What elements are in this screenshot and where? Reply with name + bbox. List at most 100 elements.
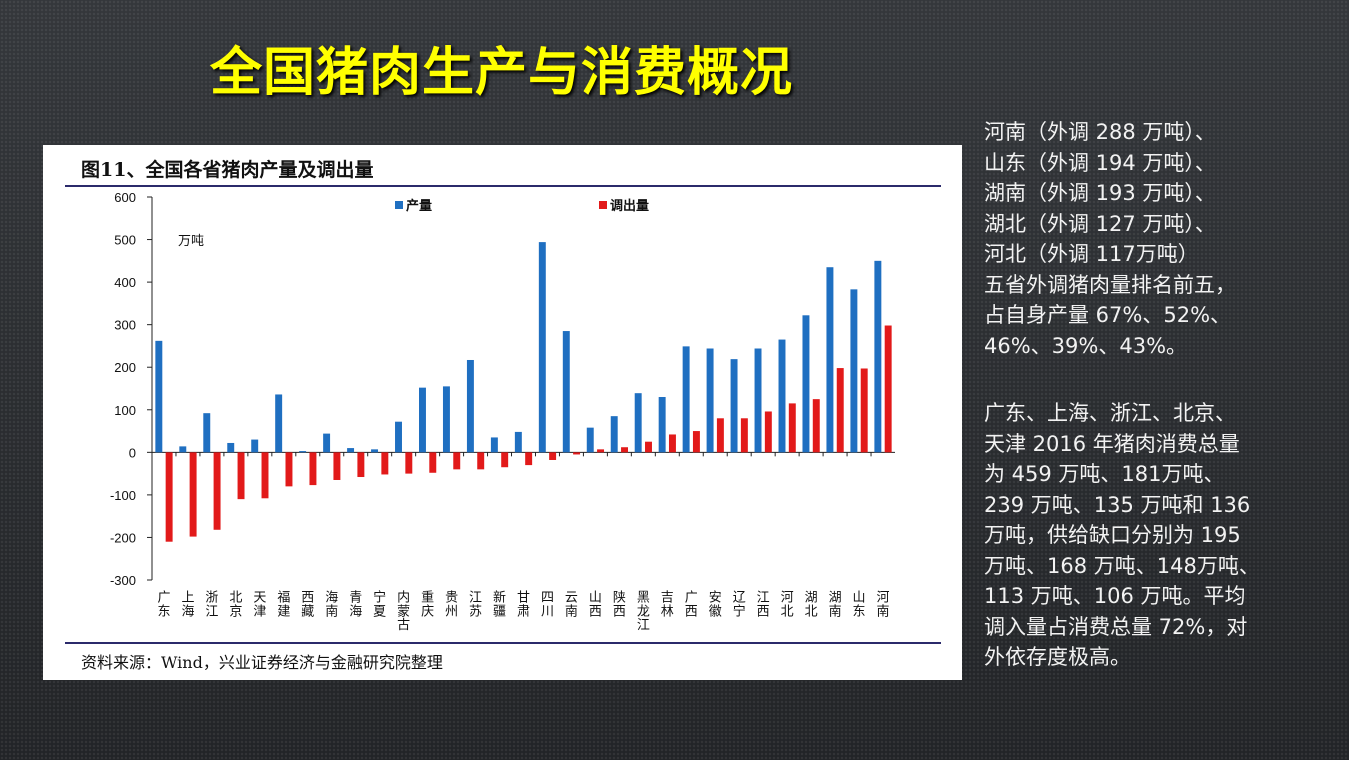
y-tick-label: 0	[129, 445, 136, 460]
x-tick-label: 湖北	[805, 591, 818, 620]
outflow-bar	[381, 452, 389, 475]
side-text-line: 113 万吨、106 万吨。平均	[984, 584, 1246, 608]
x-tick-label: 贵州	[445, 591, 458, 620]
outflow-bar	[812, 399, 820, 453]
x-tick-label: 内蒙古	[397, 590, 410, 633]
outflow-bar	[836, 368, 844, 453]
outflow-bar	[405, 452, 413, 474]
x-tick-label: 海南	[325, 591, 338, 620]
x-tick-label: 四川	[541, 591, 554, 620]
outflow-bar	[573, 452, 581, 455]
outflow-bar	[788, 403, 796, 453]
outflow-bar	[333, 452, 341, 480]
x-tick-label: 上海	[181, 591, 194, 620]
slide-title: 全国猪肉生产与消费概况	[210, 43, 794, 103]
side-text-line: 湖南（外调 193 万吨）、	[984, 181, 1216, 205]
y-tick-label: 400	[114, 275, 136, 290]
unit-label: 万吨	[178, 234, 204, 249]
side-text-line: 调入量占消费总量 72%，对	[984, 614, 1248, 639]
production-bar	[586, 427, 594, 453]
production-bar	[514, 431, 522, 453]
outflow-bar	[716, 418, 724, 453]
x-tick-label: 西藏	[301, 591, 314, 620]
chart-panel: 图11、全国各省猪肉产量及调出量 600 500 400 300 200 100 0 -100…	[43, 145, 962, 680]
y-tick-label: -300	[110, 573, 136, 588]
production-bar	[442, 386, 450, 453]
x-tick-label: 湖南	[829, 591, 842, 620]
outflow-bar	[740, 418, 748, 453]
side-text-line: 46%、39%、43%。	[984, 333, 1188, 358]
production-bar	[802, 315, 810, 453]
x-tick-label: 新疆	[493, 590, 506, 620]
outflow-bar	[764, 411, 772, 453]
outflow-bar	[597, 449, 605, 453]
production-bar	[251, 439, 259, 453]
x-tick-label: 吉林	[661, 591, 674, 620]
x-tick-label: 河南	[877, 591, 890, 620]
side-text-line: 山东（外调 194 万吨）、	[984, 150, 1216, 175]
outflow-bar	[237, 452, 245, 500]
x-tick-label: 广东	[157, 591, 170, 620]
production-bar	[754, 348, 762, 453]
production-bar	[466, 359, 474, 453]
y-tick-label: -100	[110, 488, 136, 503]
production-bar	[562, 331, 570, 453]
side-text-line: 外依存度极高。	[984, 645, 1131, 669]
side-text-line: 天津 2016 年猪肉消费总量	[984, 431, 1240, 456]
y-tick-label: 200	[114, 360, 136, 375]
outflow-bar	[309, 452, 317, 486]
production-bar	[275, 394, 283, 453]
production-bar	[490, 437, 498, 453]
outflow-bar	[165, 452, 173, 542]
x-tick-label: 甘肃	[517, 591, 530, 620]
side-text-line: 239 万吨、135 万吨和 136	[984, 492, 1251, 517]
x-tick-label: 青海	[349, 591, 362, 620]
production-bar	[538, 242, 546, 453]
heading-rule	[65, 185, 941, 187]
outflow-bar	[501, 452, 509, 468]
production-bar	[155, 340, 163, 453]
outflow-bar	[261, 452, 269, 499]
outflow-bar	[285, 452, 293, 487]
production-bar	[203, 413, 211, 453]
side-text-line: 五省外调猪肉量排名前五，	[984, 272, 1236, 297]
legend-swatch	[599, 201, 607, 209]
x-tick-label: 北京	[229, 591, 242, 620]
x-tick-label: 山东	[853, 591, 866, 620]
outflow-bar	[213, 452, 221, 530]
outflow-bar	[621, 447, 628, 453]
production-bar	[371, 449, 379, 453]
chart-heading: 图11、全国各省猪肉产量及调出量	[81, 159, 374, 181]
x-tick-label: 黑龙江	[637, 591, 650, 633]
chart-source: 资料来源：Wind，兴业证券经济与金融研究院整理	[81, 653, 443, 672]
production-bar	[850, 289, 858, 453]
x-tick-label: 广西	[685, 591, 698, 620]
outflow-bar	[860, 368, 868, 453]
production-bar	[658, 397, 666, 453]
production-bar	[874, 260, 882, 453]
production-bar	[179, 446, 187, 453]
outflow-bar	[884, 325, 892, 453]
x-tick-label: 江苏	[469, 591, 482, 620]
side-text-line: 万吨、168 万吨、148万吨、	[984, 553, 1260, 578]
production-bar	[347, 448, 355, 453]
production-bar	[610, 416, 618, 453]
y-tick-label: 600	[114, 190, 136, 205]
production-bar	[826, 267, 834, 453]
outflow-bar	[692, 431, 700, 453]
production-bar	[730, 359, 738, 453]
x-tick-label: 云南	[565, 591, 578, 620]
x-tick-label: 辽宁	[733, 591, 746, 620]
outflow-bar	[645, 441, 652, 453]
x-tick-label: 陕西	[613, 591, 626, 620]
side-text-line: 湖北（外调 127 万吨）、	[984, 211, 1216, 236]
x-tick-label: 安徽	[709, 591, 722, 620]
outflow-bar	[429, 452, 437, 473]
x-tick-label: 山西	[589, 591, 602, 620]
production-bar	[706, 348, 714, 453]
side-text-line: 河南（外调 288 万吨）、	[984, 120, 1216, 144]
x-tick-label: 浙江	[205, 591, 218, 620]
side-text-line: 广东、上海、浙江、北京、	[984, 401, 1236, 425]
x-tick-label: 重庆	[421, 590, 434, 620]
y-tick-label: -200	[110, 530, 136, 545]
